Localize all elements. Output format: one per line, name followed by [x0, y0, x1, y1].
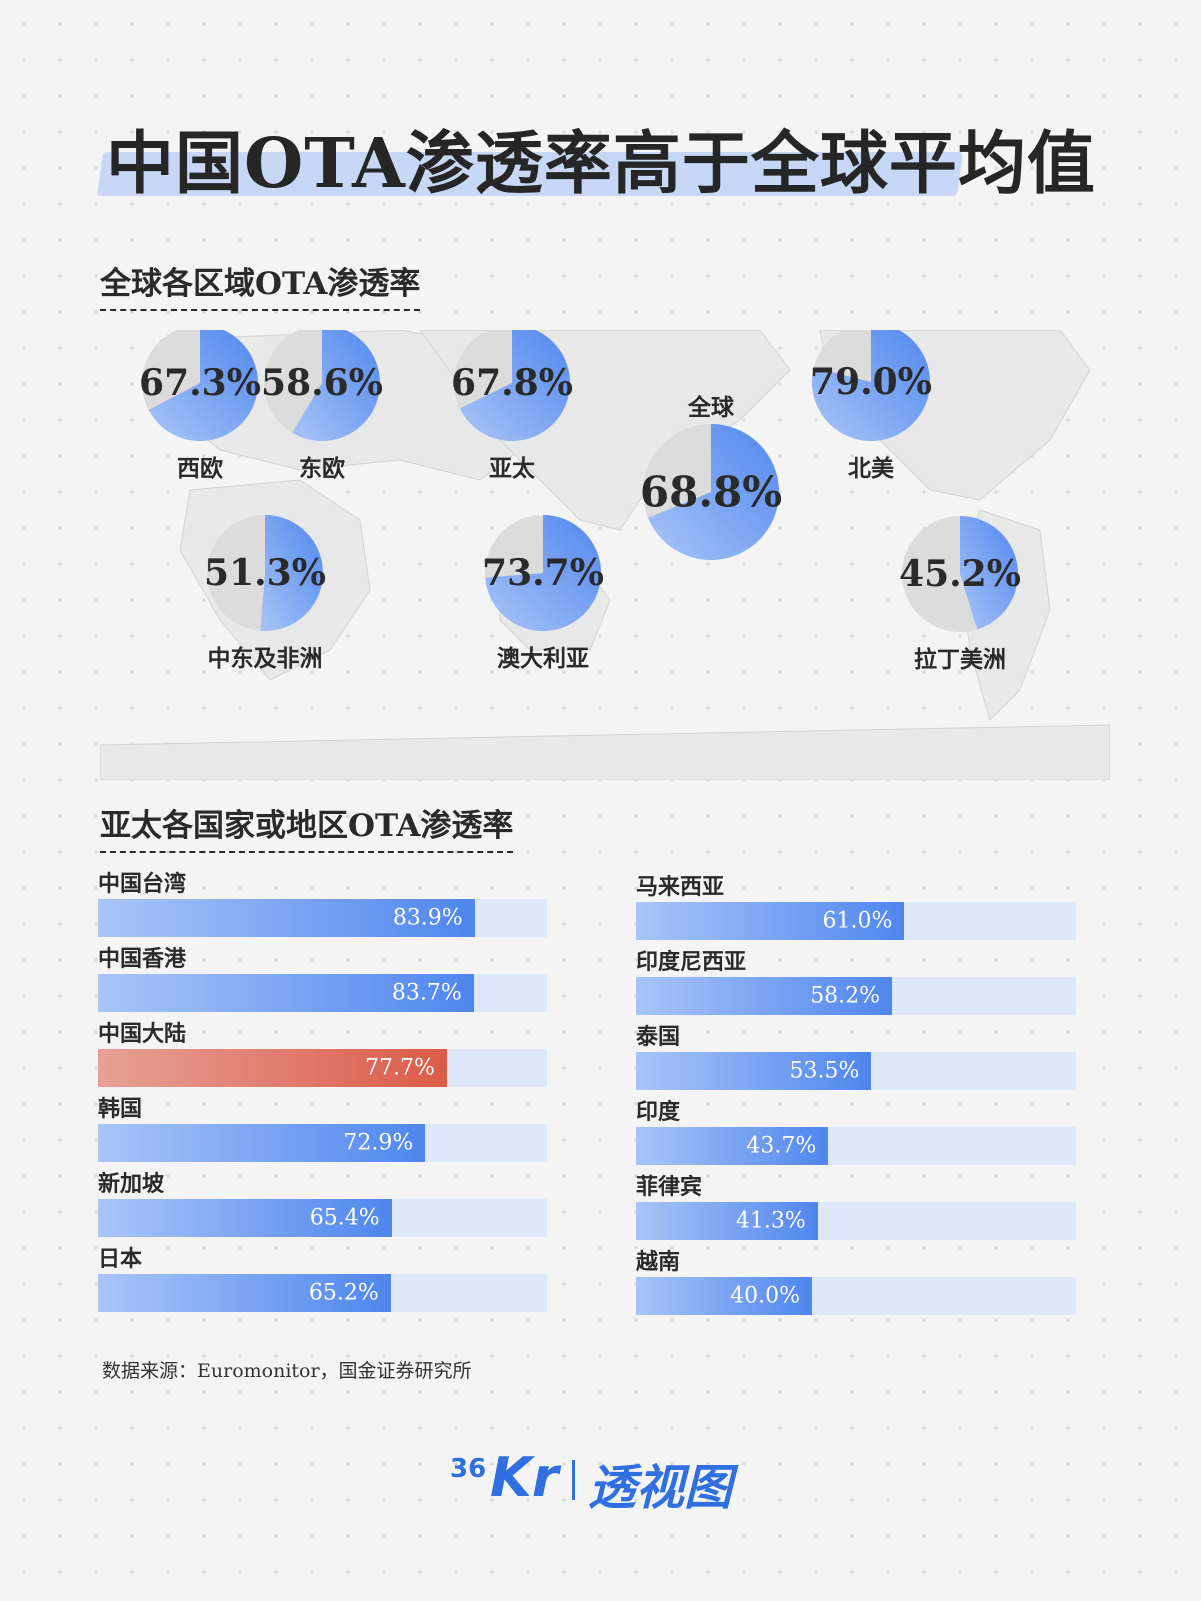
brand-name: 透视图 [588, 1460, 733, 1516]
bar-track: 40.0% [636, 1277, 1076, 1315]
pie-value-label: 58.6% [261, 362, 383, 404]
title-block: 中国OTA渗透率高于全球平均值 [96, 108, 1095, 208]
pie-region-label: 亚太 [489, 455, 535, 482]
pie-slice-全球 [648, 424, 779, 560]
bar-value-label: 83.9% [392, 905, 463, 931]
brand-kr: Kr [490, 1446, 559, 1509]
bar-fill: 58.2% [636, 977, 893, 1015]
bar-value-label: 41.3% [735, 1208, 806, 1234]
bar-fill: 77.7% [98, 1049, 447, 1087]
pie-slice-澳大利亚 [485, 515, 601, 631]
pie-slice-中东及非洲 [260, 515, 323, 631]
bar-value-label: 72.9% [343, 1130, 414, 1156]
pie-value-label: 79.0% [810, 361, 932, 403]
pie-value-label: 45.2% [899, 553, 1021, 595]
bar-track: 65.2% [98, 1274, 547, 1312]
bar-value-label: 65.4% [309, 1205, 380, 1231]
bar-category-label: 中国台湾 [98, 871, 187, 897]
bar-value-label: 58.2% [810, 983, 881, 1009]
bar-track: 83.9% [98, 899, 547, 937]
pie-slice-东欧 [292, 330, 380, 441]
bar-value-label: 53.5% [789, 1058, 860, 1084]
bar-track: 83.7% [98, 974, 547, 1012]
bar-value-label: 83.7% [391, 980, 462, 1006]
pie-region-label: 北美 [848, 455, 894, 482]
pie-value-label: 68.8% [639, 467, 783, 517]
brand-36: 36 [450, 1454, 487, 1484]
bar-track: 61.0% [636, 902, 1076, 940]
pie-region-label: 东欧 [299, 455, 345, 482]
bar-category-label: 韩国 [98, 1096, 143, 1122]
pie-slice-西欧 [148, 330, 258, 441]
bar-fill: 83.9% [98, 899, 475, 937]
bar-value-label: 77.7% [364, 1055, 435, 1081]
bar-value-label: 65.2% [308, 1280, 379, 1306]
bar-value-label: 43.7% [746, 1133, 817, 1159]
pie-value-label: 51.3% [204, 552, 326, 594]
bar-value-label: 40.0% [730, 1283, 800, 1309]
pie-region-label: 拉丁美洲 [914, 646, 1006, 673]
bar-track: 43.7% [636, 1127, 1076, 1165]
bar-track: 53.5% [636, 1052, 1076, 1090]
bar-track: 58.2% [636, 977, 1076, 1015]
section-title-regions: 全球各区域OTA渗透率 [100, 258, 421, 311]
bar-fill: 72.9% [98, 1124, 426, 1162]
map-land-antarctica [100, 724, 1110, 780]
bar-track: 77.7% [98, 1049, 547, 1087]
bar-category-label: 印度尼西亚 [636, 949, 747, 975]
bar-category-label: 中国香港 [98, 946, 187, 972]
bar-value-label: 61.0% [822, 908, 893, 934]
pie-region-label: 澳大利亚 [497, 645, 589, 672]
pie-value-label: 73.7% [482, 552, 604, 594]
pie-value-label: 67.3% [139, 362, 261, 404]
bar-fill: 40.0% [636, 1277, 812, 1315]
bar-track: 72.9% [98, 1124, 547, 1162]
bar-fill: 83.7% [98, 974, 474, 1012]
bar-category-label: 印度 [636, 1099, 681, 1125]
pie-slice-拉丁美洲 [960, 516, 1018, 630]
pie-slice-北美 [812, 330, 930, 441]
bar-category-label: 日本 [98, 1246, 143, 1272]
bar-fill: 53.5% [636, 1052, 872, 1090]
pie-region-label: 全球 [688, 394, 734, 421]
source-note: 数据来源：Euromonitor，国金证券研究所 [102, 1360, 472, 1382]
bar-fill: 61.0% [636, 902, 905, 940]
bar-category-label: 新加坡 [98, 1171, 165, 1197]
bar-track: 41.3% [636, 1202, 1076, 1240]
page-title: 中国OTA渗透率高于全球平均值 [106, 124, 1096, 204]
bar-fill: 65.4% [98, 1199, 392, 1237]
pie-value-label: 67.8% [451, 362, 573, 404]
bar-category-label: 越南 [636, 1249, 681, 1275]
bar-category-label: 菲律宾 [636, 1174, 703, 1200]
brand-divider [572, 1460, 575, 1500]
bar-category-label: 泰国 [636, 1024, 681, 1050]
region-pies [142, 330, 1018, 632]
bar-category-label: 中国大陆 [98, 1021, 187, 1047]
world-map-chart: 67.3% 西欧 58.6% 东欧 67.8% 亚太 68.8% 全球 79.0% 北美 51.3%… [100, 330, 1110, 780]
bar-category-label: 马来西亚 [636, 874, 725, 900]
pie-region-label: 中东及非洲 [207, 645, 323, 672]
bar-track: 65.4% [98, 1199, 547, 1237]
bar-fill: 41.3% [636, 1202, 818, 1240]
section-title-apac: 亚太各国家或地区OTA渗透率 [100, 800, 514, 853]
bar-fill: 43.7% [636, 1127, 829, 1165]
pie-slice-亚太 [459, 330, 570, 441]
bar-fill: 65.2% [98, 1274, 391, 1312]
pie-region-label: 西欧 [177, 455, 223, 482]
